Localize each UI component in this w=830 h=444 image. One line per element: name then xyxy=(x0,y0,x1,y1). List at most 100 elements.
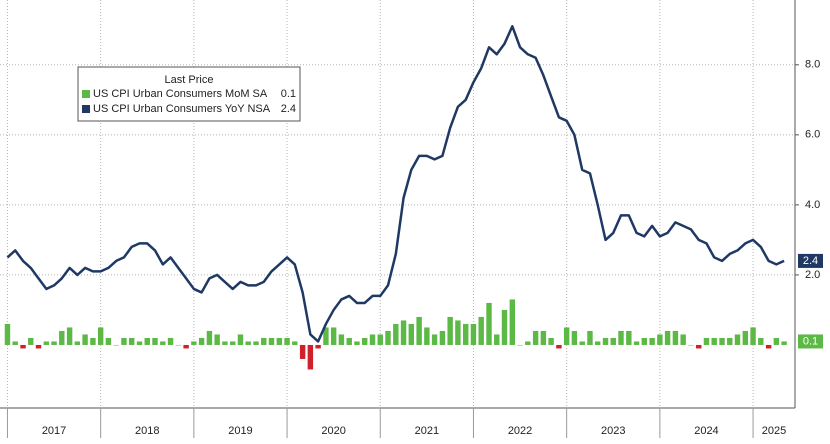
bar xyxy=(43,341,50,345)
bar xyxy=(587,330,593,345)
bar xyxy=(28,337,34,345)
bar xyxy=(299,344,306,359)
bar xyxy=(12,341,18,345)
bar xyxy=(750,327,756,345)
bar xyxy=(478,316,484,345)
last-value-tag xyxy=(798,253,823,268)
bar xyxy=(540,330,547,345)
bar xyxy=(431,334,438,345)
bar xyxy=(261,337,267,345)
bar xyxy=(136,341,143,345)
bar xyxy=(571,330,578,345)
bar xyxy=(501,309,508,345)
y-tick-label: 2.0 xyxy=(805,269,820,281)
bar xyxy=(703,337,710,345)
bar xyxy=(20,344,26,349)
bar xyxy=(696,344,702,349)
bar xyxy=(664,330,671,345)
bar xyxy=(463,323,469,345)
y-tick-label: 4.0 xyxy=(805,199,820,211)
bar xyxy=(509,299,516,345)
bar xyxy=(486,302,492,345)
bar xyxy=(121,337,127,345)
bar xyxy=(400,320,407,345)
bar xyxy=(35,344,42,349)
x-tick-label: 2023 xyxy=(601,425,625,437)
bar xyxy=(633,341,640,345)
bar xyxy=(105,337,112,345)
bar xyxy=(470,323,477,345)
bar xyxy=(4,323,11,345)
bar xyxy=(556,344,562,349)
bar xyxy=(369,334,376,345)
bar xyxy=(602,337,609,345)
bar xyxy=(276,337,283,345)
line xyxy=(6,25,785,343)
bar xyxy=(230,341,236,345)
last-value-tag xyxy=(798,334,823,349)
bar xyxy=(377,334,383,345)
bar xyxy=(222,341,228,345)
bar xyxy=(416,316,422,345)
bar xyxy=(292,341,298,345)
bar xyxy=(206,330,213,345)
legend-value: 0.1 xyxy=(281,88,296,100)
bar xyxy=(385,330,391,345)
bar xyxy=(198,337,205,345)
legend-label: US CPI Urban Consumers MoM SA xyxy=(93,88,268,100)
data-layer xyxy=(4,25,787,370)
bar xyxy=(626,330,632,345)
y-tick-label: 6.0 xyxy=(805,129,820,141)
bar xyxy=(323,327,329,345)
bar xyxy=(765,344,772,349)
x-tick-label: 2022 xyxy=(508,425,532,437)
bar xyxy=(727,337,733,345)
bar xyxy=(183,344,189,349)
bar xyxy=(688,344,694,346)
bar xyxy=(268,337,275,345)
bar xyxy=(649,337,655,345)
legend-label: US CPI Urban Consumers YoY NSA xyxy=(93,103,271,115)
bar xyxy=(346,337,352,345)
bar xyxy=(160,341,166,345)
bar xyxy=(734,334,741,345)
bar xyxy=(307,344,314,370)
bar xyxy=(113,344,119,346)
bar xyxy=(447,316,453,345)
bar xyxy=(66,327,73,345)
bar xyxy=(167,337,174,345)
x-tick-label: 2024 xyxy=(694,425,718,437)
bar xyxy=(128,337,135,345)
bar xyxy=(672,330,679,345)
legend-box xyxy=(77,66,301,122)
bar xyxy=(773,337,780,345)
bar xyxy=(455,320,461,345)
bar xyxy=(494,334,500,345)
bar xyxy=(618,330,624,345)
bar xyxy=(97,327,104,345)
bar xyxy=(719,337,725,345)
bar xyxy=(610,337,616,345)
bar xyxy=(59,330,65,345)
bar xyxy=(439,330,446,345)
bar xyxy=(393,323,399,345)
x-tick-label: 2017 xyxy=(42,425,66,437)
last-value-label: 2.4 xyxy=(803,255,818,267)
bar xyxy=(214,334,220,345)
bar xyxy=(253,341,259,345)
legend: Last Price US CPI Urban Consumers MoM SA… xyxy=(77,66,301,122)
bar xyxy=(517,344,523,346)
bar xyxy=(548,337,554,345)
bar xyxy=(315,344,321,349)
bar xyxy=(338,334,345,345)
bar xyxy=(74,341,81,345)
legend-value: 2.4 xyxy=(281,103,296,115)
legend-swatch xyxy=(82,105,90,113)
bar xyxy=(525,341,531,345)
bar xyxy=(175,344,181,346)
bar xyxy=(152,337,158,345)
x-tick-label: 2019 xyxy=(228,425,252,437)
axis-layer: 2.0 4.0 6.0 8.0 2017 2018 2019 2020 2021 2022 2023… xyxy=(0,0,823,438)
